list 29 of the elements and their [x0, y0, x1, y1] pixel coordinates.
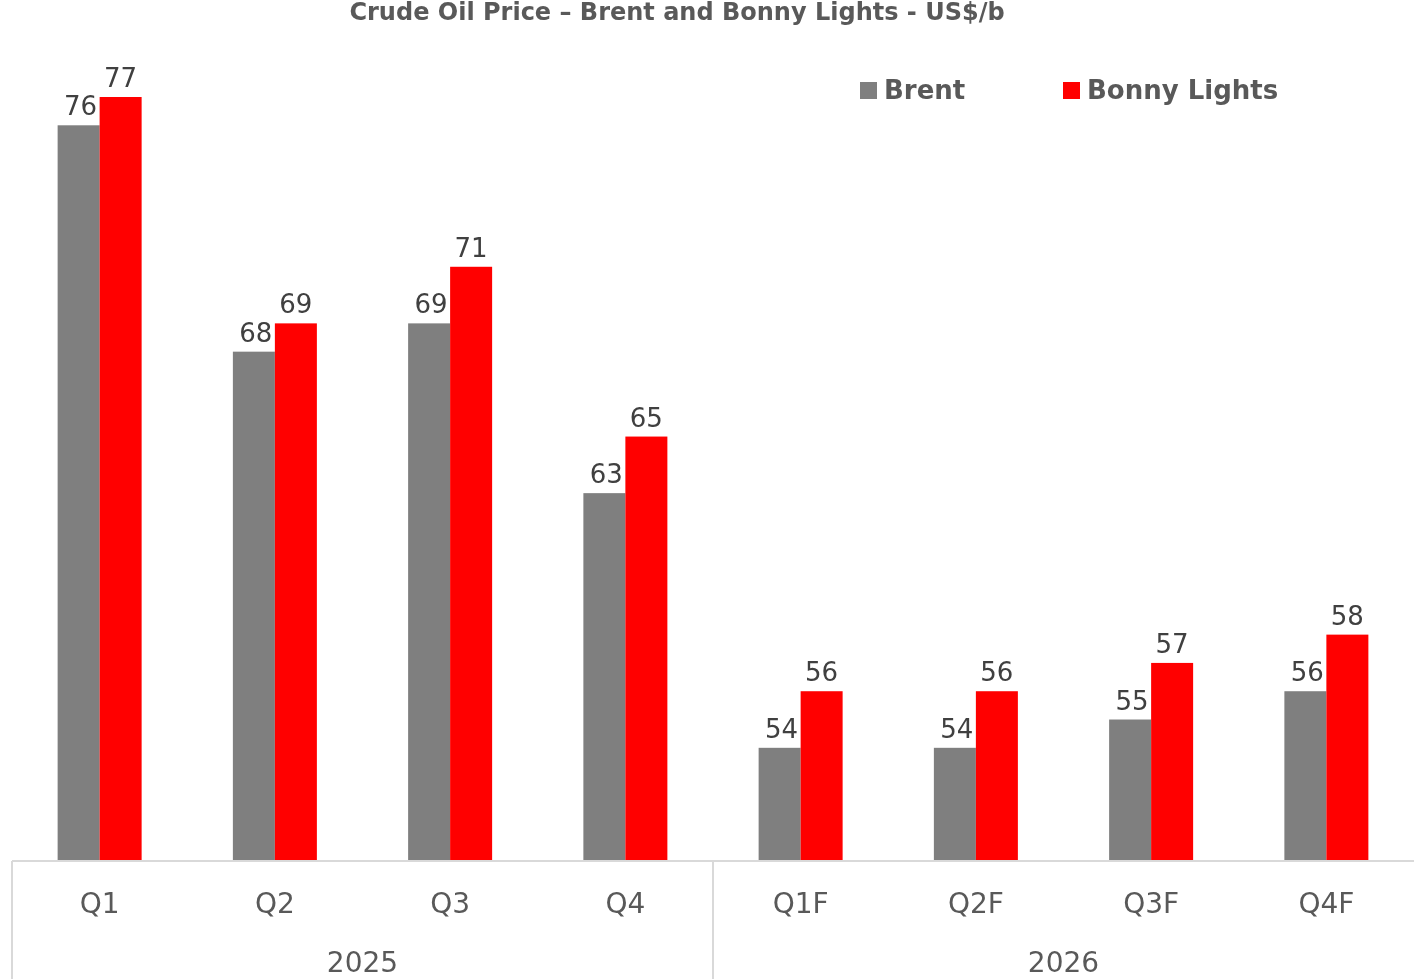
- data-label: 56: [1290, 657, 1324, 688]
- data-label: 54: [765, 713, 799, 744]
- data-label: 54: [940, 713, 974, 744]
- legend-label: Brent: [884, 75, 966, 105]
- legend-label: Bonny Lights: [1087, 75, 1279, 105]
- data-label: 57: [1155, 628, 1189, 659]
- data-label: 65: [629, 402, 663, 433]
- x-tick-label: Q3: [430, 887, 471, 920]
- data-label: 55: [1115, 685, 1149, 716]
- x-tick-label: Q2F: [947, 887, 1004, 920]
- x-tick-label: Q2: [254, 887, 295, 920]
- x-tick-label: Q4: [605, 887, 646, 920]
- data-label: 77: [104, 63, 138, 93]
- data-label: 56: [805, 657, 839, 688]
- data-label: 56: [980, 657, 1014, 688]
- x-tick-label: Q1F: [772, 887, 829, 920]
- data-label: 76: [64, 91, 98, 122]
- data-label: 58: [1330, 600, 1364, 631]
- text: 2025: [326, 946, 399, 979]
- data-label: 69: [279, 289, 313, 320]
- data-label: 68: [239, 317, 273, 348]
- data-label: 63: [589, 459, 623, 490]
- text: 2026: [1027, 946, 1100, 979]
- data-label: 69: [414, 289, 448, 320]
- data-label: 71: [454, 232, 488, 263]
- x-tick-label: Q1: [79, 887, 120, 920]
- x-tick-label: Q3F: [1123, 887, 1180, 920]
- x-tick-label: Q4F: [1298, 887, 1355, 920]
- chart-title: Crude Oil Price – Brent and Bonny Lights - US$/b: [349, 0, 1005, 26]
